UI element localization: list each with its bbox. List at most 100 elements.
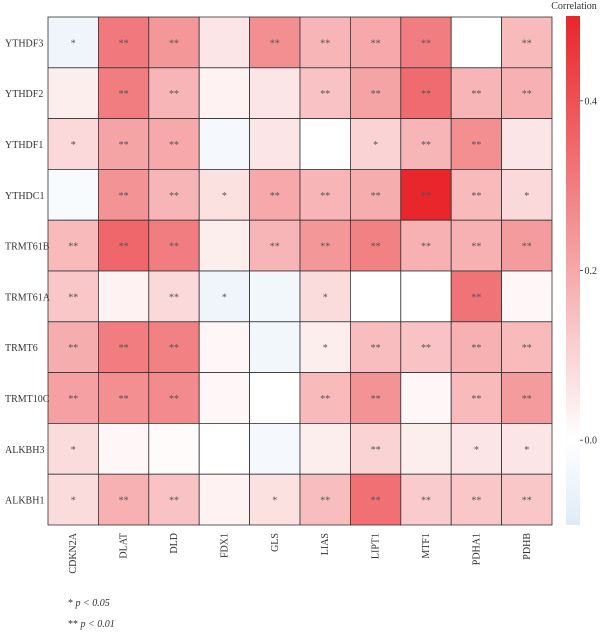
heatmap-cell-ythdf1-fdx1 bbox=[198, 118, 250, 170]
column-label-lias: LIAS bbox=[320, 533, 331, 555]
significance-mark: ** bbox=[68, 394, 78, 405]
significance-mark: ** bbox=[119, 89, 129, 100]
significance-mark: ** bbox=[471, 343, 481, 354]
significance-mark: ** bbox=[119, 140, 129, 151]
heatmap-cell-ythdf3-pdhb bbox=[501, 16, 553, 69]
heatmap-cell-trmt10c-dld bbox=[148, 372, 200, 424]
row-label-alkbh3: ALKBH3 bbox=[5, 445, 44, 456]
heatmap-cell-trmt10c-lias bbox=[299, 372, 351, 424]
significance-mark: ** bbox=[68, 292, 78, 303]
heatmap-cell-alkbh1-dlat bbox=[98, 473, 150, 526]
significance-mark: ** bbox=[169, 140, 179, 151]
heatmap-cell-ythdf2-gls bbox=[249, 67, 301, 120]
heatmap-cell-alkbh1-dld bbox=[148, 473, 200, 526]
significance-mark: * bbox=[71, 445, 76, 456]
row-label-ythdc1: YTHDC1 bbox=[5, 191, 44, 202]
significance-mark: * bbox=[71, 496, 76, 507]
heatmap-cell-alkbh3-cdkn2a bbox=[47, 422, 99, 475]
significance-mark: * bbox=[222, 191, 227, 202]
heatmap-cell-alkbh3-mtf1 bbox=[400, 422, 452, 475]
significance-mark: ** bbox=[169, 38, 179, 49]
double-star-symbol: ** bbox=[68, 619, 78, 630]
heatmap-cell-alkbh3-dlat bbox=[98, 422, 150, 475]
heatmap-cell-ythdf3-dlat bbox=[98, 16, 150, 69]
significance-mark: ** bbox=[320, 242, 330, 253]
single-star-symbol: * bbox=[68, 598, 73, 609]
heatmap-cell-trmt10c-gls bbox=[249, 372, 301, 424]
heatmap-cell-ythdf2-pdha1 bbox=[450, 67, 503, 120]
heatmap-cell-trmt61b-dlat bbox=[98, 219, 150, 272]
significance-mark: ** bbox=[522, 496, 532, 507]
heatmap-cell-ythdf2-pdhb bbox=[501, 67, 553, 120]
heatmap-cell-ythdf1-dld bbox=[148, 118, 200, 170]
heatmap-cell-alkbh1-lipt1 bbox=[349, 473, 402, 526]
significance-mark: ** bbox=[169, 89, 179, 100]
significance-mark: ** bbox=[471, 292, 481, 303]
heatmap-cell-ythdf2-fdx1 bbox=[198, 67, 250, 120]
row-label-trmt61a: TRMT61A bbox=[5, 292, 51, 303]
significance-mark: ** bbox=[522, 242, 532, 253]
heatmap-cell-trmt61b-lias bbox=[299, 219, 351, 272]
heatmap-cell-ythdf2-dlat bbox=[98, 67, 150, 120]
heatmap-cell-trmt6-lias bbox=[299, 321, 351, 373]
row-label-trmt6: TRMT6 bbox=[5, 343, 38, 354]
heatmap-cell-ythdf1-pdhb bbox=[501, 118, 553, 170]
heatmap-cells bbox=[47, 16, 553, 526]
heatmap-cell-trmt6-lipt1 bbox=[349, 321, 402, 373]
significance-mark: ** bbox=[471, 191, 481, 202]
significance-mark: ** bbox=[320, 496, 330, 507]
heatmap-cell-trmt61a-gls bbox=[249, 270, 301, 323]
significance-mark: ** bbox=[421, 191, 431, 202]
heatmap-cell-alkbh1-fdx1 bbox=[198, 473, 250, 526]
column-label-gls: GLS bbox=[270, 533, 281, 552]
heatmap-cell-trmt61a-pdhb bbox=[501, 270, 553, 323]
heatmap-cell-ythdc1-pdhb bbox=[501, 168, 553, 221]
significance-mark: * bbox=[323, 292, 328, 303]
heatmap-cell-ythdf3-dld bbox=[148, 16, 200, 69]
significance-mark: ** bbox=[169, 242, 179, 253]
significance-mark: ** bbox=[471, 89, 481, 100]
heatmap-cell-alkbh1-mtf1 bbox=[400, 473, 452, 526]
heatmap-cell-ythdf2-lipt1 bbox=[349, 67, 402, 120]
column-label-cdkn2a: CDKN2A bbox=[68, 532, 79, 573]
heatmap-cell-trmt61b-lipt1 bbox=[349, 219, 402, 272]
heatmap-cell-alkbh3-gls bbox=[249, 422, 301, 475]
significance-mark: ** bbox=[119, 343, 129, 354]
significance-note-double: ** p < 0.01 bbox=[68, 619, 115, 630]
significance-mark: ** bbox=[421, 140, 431, 151]
heatmap-cell-trmt61a-cdkn2a bbox=[47, 270, 99, 323]
heatmap-cell-ythdf3-fdx1 bbox=[198, 16, 250, 69]
heatmap-cell-ythdf3-cdkn2a bbox=[47, 16, 99, 69]
significance-mark: ** bbox=[169, 394, 179, 405]
significance-mark: ** bbox=[320, 191, 330, 202]
single-star-text: p < 0.05 bbox=[75, 598, 110, 609]
heatmap-cell-alkbh3-lipt1 bbox=[349, 422, 402, 475]
significance-mark: ** bbox=[371, 496, 381, 507]
significance-mark: ** bbox=[371, 242, 381, 253]
significance-mark: ** bbox=[371, 394, 381, 405]
heatmap-cell-ythdf1-lipt1 bbox=[349, 118, 402, 170]
significance-mark: ** bbox=[169, 292, 179, 303]
row-label-alkbh1: ALKBH1 bbox=[5, 496, 44, 507]
significance-mark: ** bbox=[371, 445, 381, 456]
heatmap-cell-trmt61b-fdx1 bbox=[198, 219, 250, 272]
heatmap-cell-ythdf3-pdha1 bbox=[450, 16, 503, 69]
heatmap-cell-ythdf1-gls bbox=[249, 118, 301, 170]
significance-mark: ** bbox=[270, 242, 280, 253]
heatmap-cell-trmt6-mtf1 bbox=[400, 321, 452, 373]
significance-mark: ** bbox=[320, 89, 330, 100]
significance-mark: ** bbox=[471, 394, 481, 405]
heatmap-cell-trmt61a-mtf1 bbox=[400, 270, 452, 323]
significance-mark: ** bbox=[421, 496, 431, 507]
heatmap-cell-trmt10c-mtf1 bbox=[400, 372, 452, 424]
significance-mark: * bbox=[71, 140, 76, 151]
significance-mark: ** bbox=[270, 191, 280, 202]
heatmap-cell-ythdf3-lias bbox=[299, 16, 351, 69]
heatmap-cell-trmt61a-fdx1 bbox=[198, 270, 250, 323]
colorbar-title: Correlation bbox=[551, 1, 597, 12]
significance-mark: * bbox=[524, 191, 529, 202]
heatmap-cell-trmt10c-pdha1 bbox=[450, 372, 503, 424]
significance-mark: ** bbox=[119, 191, 129, 202]
column-label-dld: DLD bbox=[169, 533, 180, 554]
heatmap-cell-ythdf1-cdkn2a bbox=[47, 118, 99, 170]
